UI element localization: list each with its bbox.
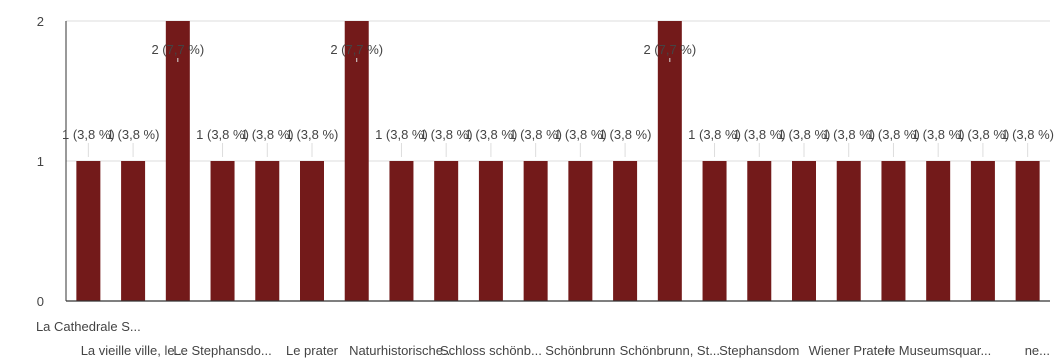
bar [1015, 161, 1040, 301]
y-tick-label: 2 [37, 14, 44, 29]
data-label: 1 (3,8 %) [241, 127, 294, 142]
y-tick-label: 0 [37, 294, 44, 309]
bar [121, 161, 146, 301]
data-label: 1 (3,8 %) [867, 127, 920, 142]
data-label: 1 (3,8 %) [733, 127, 786, 142]
bar [881, 161, 906, 301]
bar [300, 161, 324, 301]
x-category-label: Schloss schönb... [440, 343, 542, 358]
x-category-label: Le prater [286, 343, 339, 358]
axes [65, 21, 1050, 302]
data-label: 2 (7,7 %) [330, 42, 383, 57]
data-label: 1 (3,8 %) [822, 127, 875, 142]
bar [568, 161, 593, 301]
bar [926, 161, 951, 301]
data-label: 1 (3,8 %) [509, 127, 562, 142]
bar [210, 161, 235, 301]
x-category-label: Naturhistorische... [349, 343, 454, 358]
x-category-label: Schönbrunn [545, 343, 615, 358]
bar [702, 161, 727, 301]
data-label: 1 (3,8 %) [375, 127, 428, 142]
bar [478, 161, 503, 301]
data-label: 1 (3,8 %) [1001, 127, 1054, 142]
x-category-label: Stephansdom [719, 343, 799, 358]
data-label: 2 (7,7 %) [643, 42, 696, 57]
bar [792, 161, 816, 301]
data-label: 1 (3,8 %) [465, 127, 518, 142]
data-label: 1 (3,8 %) [107, 127, 160, 142]
data-label: 1 (3,8 %) [957, 127, 1010, 142]
bar [747, 161, 772, 301]
data-label: 1 (3,8 %) [196, 127, 249, 142]
y-tick-label: 1 [37, 154, 44, 169]
x-category-label: Le Stephansdo... [173, 343, 271, 358]
data-label: 1 (3,8 %) [554, 127, 607, 142]
bar [970, 161, 995, 301]
data-label: 1 (3,8 %) [912, 127, 965, 142]
bar [76, 161, 101, 301]
x-category-label: Schönbrunn, St... [620, 343, 720, 358]
data-label: 2 (7,7 %) [151, 42, 204, 57]
bar [389, 161, 414, 301]
x-category-label: le Museumsquar... [885, 343, 991, 358]
x-category-label: La vieille ville, le... [81, 343, 186, 358]
bar [344, 21, 369, 301]
bar [523, 161, 548, 301]
bar [613, 161, 638, 301]
x-category-label: La Cathedrale S... [36, 319, 141, 334]
data-label: 1 (3,8 %) [62, 127, 115, 142]
bars [76, 21, 1040, 301]
bar [836, 161, 861, 301]
bar [434, 161, 459, 301]
data-label: 1 (3,8 %) [688, 127, 741, 142]
bar [165, 21, 190, 301]
data-label: 1 (3,8 %) [420, 127, 473, 142]
x-category-label: Wiener Prater [809, 343, 890, 358]
bar [255, 161, 280, 301]
x-category-label: ne... [1025, 343, 1050, 358]
data-label: 1 (3,8 %) [286, 127, 339, 142]
data-label: 1 (3,8 %) [778, 127, 831, 142]
bar [657, 21, 682, 301]
data-label: 1 (3,8 %) [599, 127, 652, 142]
